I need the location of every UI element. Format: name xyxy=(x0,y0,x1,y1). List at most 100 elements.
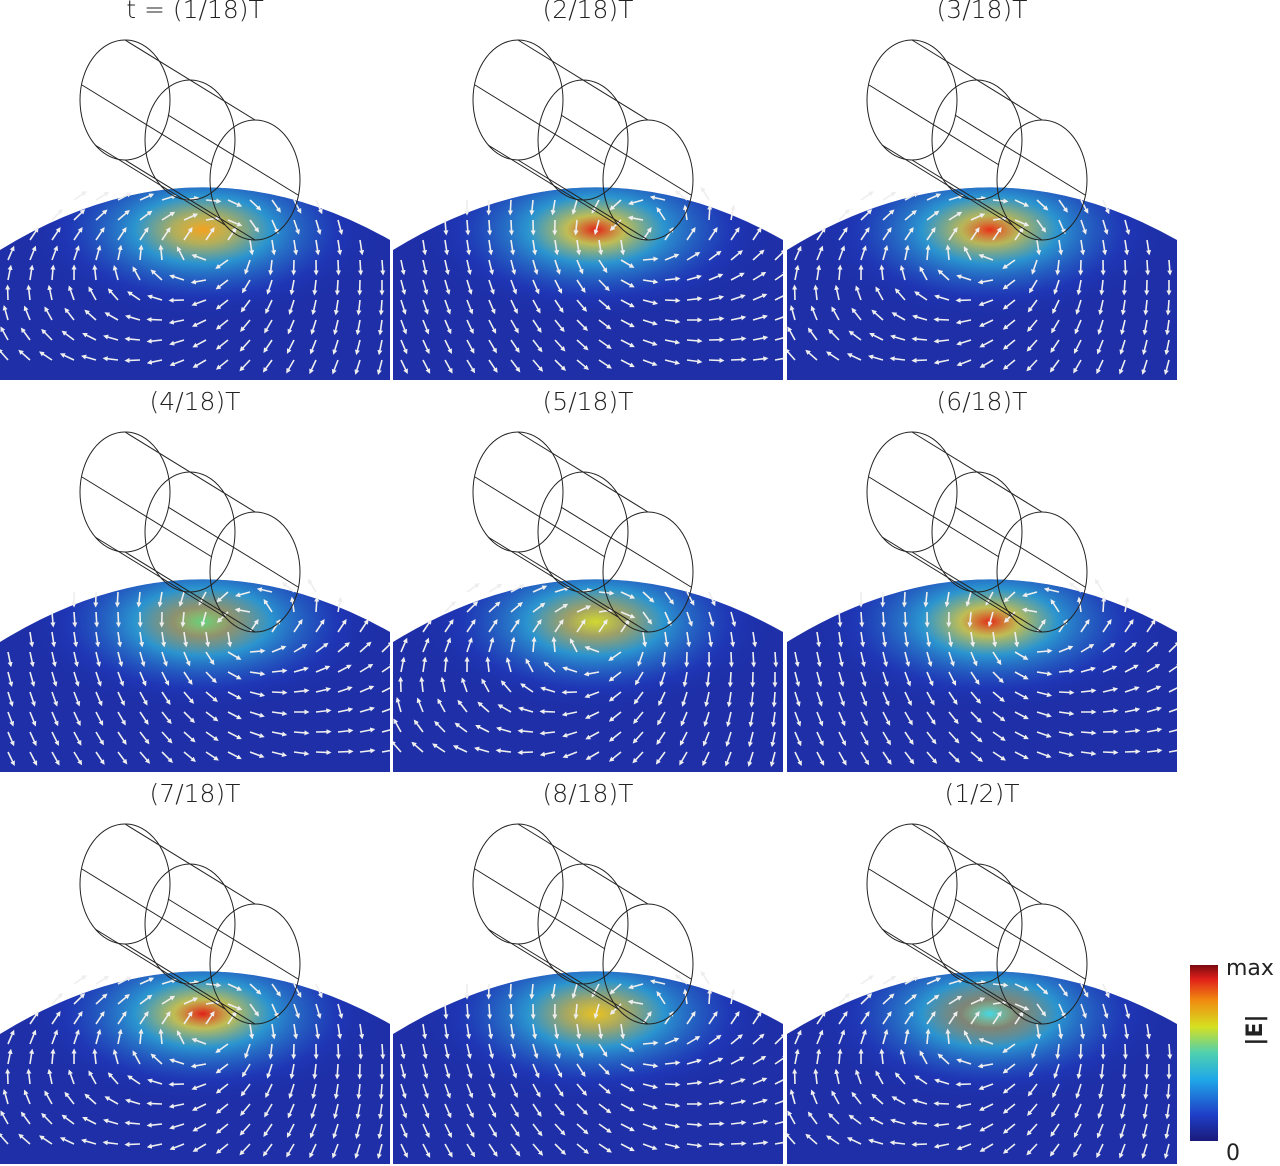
field-arrow xyxy=(84,1093,97,1105)
field-arrow xyxy=(205,691,218,703)
field-arrow xyxy=(39,1135,53,1145)
field-arrow xyxy=(598,359,612,369)
field-arrow xyxy=(7,731,15,747)
field-arrow xyxy=(554,259,561,275)
field-arrow xyxy=(315,642,329,653)
field-arrow xyxy=(510,636,516,653)
field-arrow xyxy=(584,645,600,653)
field-arrow xyxy=(726,711,732,728)
field-arrow xyxy=(68,1069,75,1085)
field-arrow xyxy=(882,731,891,746)
field-arrow xyxy=(926,711,936,725)
field-arrow xyxy=(810,305,818,321)
field-arrow xyxy=(584,711,600,719)
field-arrow xyxy=(288,1083,295,1099)
field-arrow xyxy=(700,970,710,985)
field-arrow xyxy=(26,1068,32,1085)
field-arrow xyxy=(169,1058,185,1065)
field-arrow xyxy=(293,643,308,653)
field-arrow xyxy=(51,208,63,221)
field-arrow xyxy=(1027,299,1038,313)
field-arrow xyxy=(115,611,122,628)
field-arrow xyxy=(117,993,130,1005)
field-arrow xyxy=(286,339,295,354)
field-arrow xyxy=(730,1140,747,1147)
field-arrow xyxy=(1080,688,1097,694)
field-arrow xyxy=(1058,689,1075,696)
field-arrow xyxy=(1142,319,1148,336)
field-arrow xyxy=(95,245,102,261)
field-arrow xyxy=(146,1122,163,1128)
field-arrow xyxy=(704,691,710,708)
field-arrow xyxy=(29,671,36,687)
field-arrow xyxy=(838,731,846,746)
field-arrow xyxy=(1168,708,1177,713)
field-arrow xyxy=(728,651,734,668)
field-arrow xyxy=(1058,619,1068,633)
field-arrow xyxy=(443,219,449,236)
field-arrow xyxy=(249,648,266,654)
field-arrow xyxy=(944,591,950,608)
field-arrow xyxy=(1002,319,1016,330)
field-arrow xyxy=(562,751,578,759)
field-arrow xyxy=(413,719,424,733)
field-arrow xyxy=(642,1083,659,1090)
field-arrow xyxy=(500,680,512,693)
field-arrow xyxy=(904,244,910,261)
field-arrow xyxy=(310,319,317,335)
panel-body xyxy=(0,578,390,772)
field-arrow xyxy=(117,691,125,707)
field-arrow xyxy=(926,671,934,687)
field-arrow xyxy=(315,1023,321,1040)
panel-body xyxy=(393,579,783,772)
field-arrow xyxy=(598,279,610,292)
field-arrow xyxy=(337,728,354,734)
field-arrow xyxy=(23,1089,31,1105)
panel-body xyxy=(0,187,390,380)
field-arrow xyxy=(899,264,906,281)
field-arrow xyxy=(948,227,958,241)
field-arrow xyxy=(875,286,884,301)
field-arrow xyxy=(169,339,185,346)
field-arrow xyxy=(970,651,978,667)
field-arrow xyxy=(752,249,765,261)
field-arrow xyxy=(987,611,994,627)
field-arrow xyxy=(774,357,783,361)
field-arrow xyxy=(51,711,59,727)
field-arrow xyxy=(240,319,251,332)
field-arrow xyxy=(359,663,374,673)
field-arrow xyxy=(281,582,295,593)
field-arrow xyxy=(700,186,710,201)
field-arrow xyxy=(1076,279,1082,296)
field-arrow xyxy=(992,711,1006,722)
field-arrow xyxy=(271,619,281,633)
field-arrow xyxy=(139,977,155,985)
field-arrow xyxy=(933,1100,950,1107)
field-arrow xyxy=(393,718,402,733)
panel-body xyxy=(393,186,783,380)
field-arrow xyxy=(608,691,622,702)
field-arrow xyxy=(708,611,715,627)
field-arrow xyxy=(51,671,58,687)
field-arrow xyxy=(205,227,215,241)
field-arrow xyxy=(598,259,608,274)
field-arrow xyxy=(227,1011,237,1025)
field-arrow xyxy=(293,199,302,214)
field-arrow xyxy=(183,711,195,724)
field-arrow xyxy=(1075,299,1082,315)
field-arrow xyxy=(268,1043,274,1060)
field-arrow xyxy=(620,259,635,268)
field-arrow xyxy=(890,334,906,341)
field-arrow xyxy=(244,259,251,275)
field-arrow xyxy=(139,731,150,745)
field-arrow xyxy=(505,656,512,673)
field-arrow xyxy=(661,651,667,668)
field-arrow xyxy=(656,206,666,221)
field-arrow xyxy=(400,339,408,355)
field-arrow xyxy=(487,1003,493,1020)
field-arrow xyxy=(967,611,973,628)
field-arrow xyxy=(444,239,450,256)
field-arrow xyxy=(794,671,801,688)
field-arrow xyxy=(312,279,318,296)
field-arrow xyxy=(215,1103,229,1114)
